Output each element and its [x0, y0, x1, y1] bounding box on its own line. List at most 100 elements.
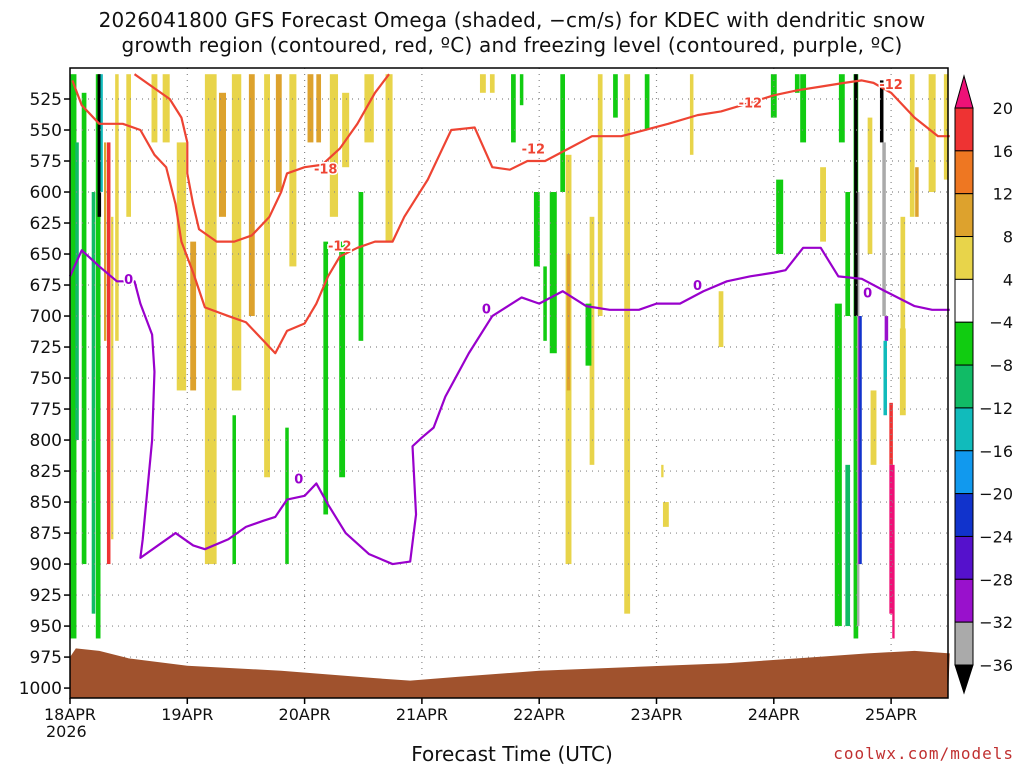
contour-label: -12 [879, 78, 903, 93]
y-tick-label: 525 [30, 90, 62, 110]
colorbar-bin [954, 407, 974, 452]
omega-shade-cell [75, 142, 79, 441]
x-tick-label: 20APR [279, 705, 331, 724]
colorbar-bin [954, 193, 974, 238]
contour-label: -12 [522, 143, 546, 158]
omega-shade-cell [879, 80, 884, 143]
omega-shade-cell [479, 74, 486, 93]
terrain-surface [70, 648, 950, 698]
colorbar-cap-bottom [954, 664, 974, 695]
omega-shade-cell [859, 316, 862, 565]
contour-label: -12 [328, 239, 352, 254]
x-tick-label: 25APR [865, 705, 917, 724]
omega-shade-cell [776, 179, 784, 255]
y-tick-label: 925 [30, 586, 62, 606]
omega-shade-cell [884, 316, 889, 341]
omega-shade-cell [533, 192, 540, 267]
omega-shade-cell [858, 316, 861, 565]
omega-shade-cell [323, 241, 329, 515]
omega-shade-cell [151, 74, 158, 143]
omega-shade-cell [316, 74, 322, 143]
x-axis-title: Forecast Time (UTC) [411, 742, 613, 766]
omega-shade-cell [794, 74, 800, 93]
omega-shade-cell [339, 241, 346, 478]
colorbar-bin [954, 364, 974, 409]
colorbar-bin [954, 493, 974, 537]
omega-shade-cell [845, 464, 851, 627]
omega-shade-cell [285, 427, 289, 565]
omega-shade-cell [889, 402, 893, 465]
omega-shade-cell [176, 142, 187, 391]
omega-shade-cell [892, 464, 895, 639]
omega-shade-cell [838, 74, 845, 143]
x-tick-label: 23APR [630, 705, 682, 724]
y-tick-label: 1000 [19, 679, 62, 699]
omega-shade-cell [689, 74, 694, 155]
contour-label: 0 [863, 286, 872, 301]
omega-shade-cell [126, 74, 131, 217]
omega-shade-cell [342, 92, 350, 168]
omega-shade-cell [820, 167, 826, 242]
contour-label: 0 [124, 273, 133, 288]
plot-frame [69, 67, 949, 699]
omega-shade-cell [566, 254, 571, 391]
omega-shade-cell [307, 74, 314, 143]
y-tick-label: 850 [30, 493, 62, 513]
omega-shade-cell [624, 74, 631, 614]
y-tick-label: 750 [30, 369, 62, 389]
y-tick-label: 875 [30, 524, 62, 544]
colorbar-bin [954, 578, 974, 623]
omega-shade-cell [900, 216, 906, 403]
omega-shade-cell [204, 74, 217, 565]
colorbar-cap-top [954, 74, 974, 109]
colorbar-label: −20 [979, 485, 1013, 504]
y-tick-label: 575 [30, 152, 62, 172]
y-tick-label: 800 [30, 431, 62, 451]
y-tick-label: 775 [30, 400, 62, 420]
contour-label: -18 [314, 162, 338, 177]
omega-shade-cell [662, 502, 669, 527]
omega-shade-cell [597, 74, 603, 317]
y-tick-label: 700 [30, 307, 62, 327]
credit-link[interactable]: coolwx.com/models [833, 744, 1014, 763]
omega-shade-cell [928, 74, 936, 193]
omega-shade-cell [882, 142, 886, 317]
omega-shade-cell [854, 74, 858, 317]
x-tick-label: 19APR [161, 705, 213, 724]
colorbar-bin [954, 278, 974, 323]
omega-shade-cell [218, 92, 227, 217]
omega-shade-cell [589, 216, 595, 465]
omega-shade-cell [70, 74, 77, 639]
omega-shade-cell [613, 74, 618, 118]
omega-shade-cell [91, 192, 96, 614]
omega-shade-cell [889, 464, 893, 614]
colorbar-label: −16 [979, 442, 1013, 461]
y-tick-label: 625 [30, 214, 62, 234]
colorbar-label: 8 [1003, 228, 1013, 247]
contour-label: 0 [294, 472, 303, 487]
colorbar-label: 4 [1003, 270, 1013, 289]
contour-label: 0 [482, 303, 491, 318]
omega-shade-cell [511, 74, 516, 143]
colorbar-label: −36 [979, 656, 1013, 675]
omega-shade-cell [329, 74, 339, 217]
colorbar-label: −32 [979, 613, 1013, 632]
omega-shade-cell [81, 92, 87, 565]
omega-shade-cell [489, 74, 495, 93]
y-tick-label: 825 [30, 462, 62, 482]
y-tick-label: 650 [30, 245, 62, 265]
y-tick-label: 950 [30, 617, 62, 637]
omega-shade-cell [275, 74, 282, 193]
colorbar-label: 20 [993, 99, 1013, 118]
omega-shade-cell [644, 74, 650, 131]
colorbar-label: −28 [979, 570, 1013, 589]
colorbar-label: −24 [979, 527, 1013, 546]
omega-shade-cell [560, 74, 566, 193]
x-tick-label: 24APR [748, 705, 800, 724]
omega-shade-cell [364, 74, 374, 143]
omega-shade-cell [100, 74, 103, 193]
omega-shade-cell [115, 74, 119, 341]
omega-shade-cell [519, 74, 524, 106]
contour-label: 0 [693, 279, 702, 294]
